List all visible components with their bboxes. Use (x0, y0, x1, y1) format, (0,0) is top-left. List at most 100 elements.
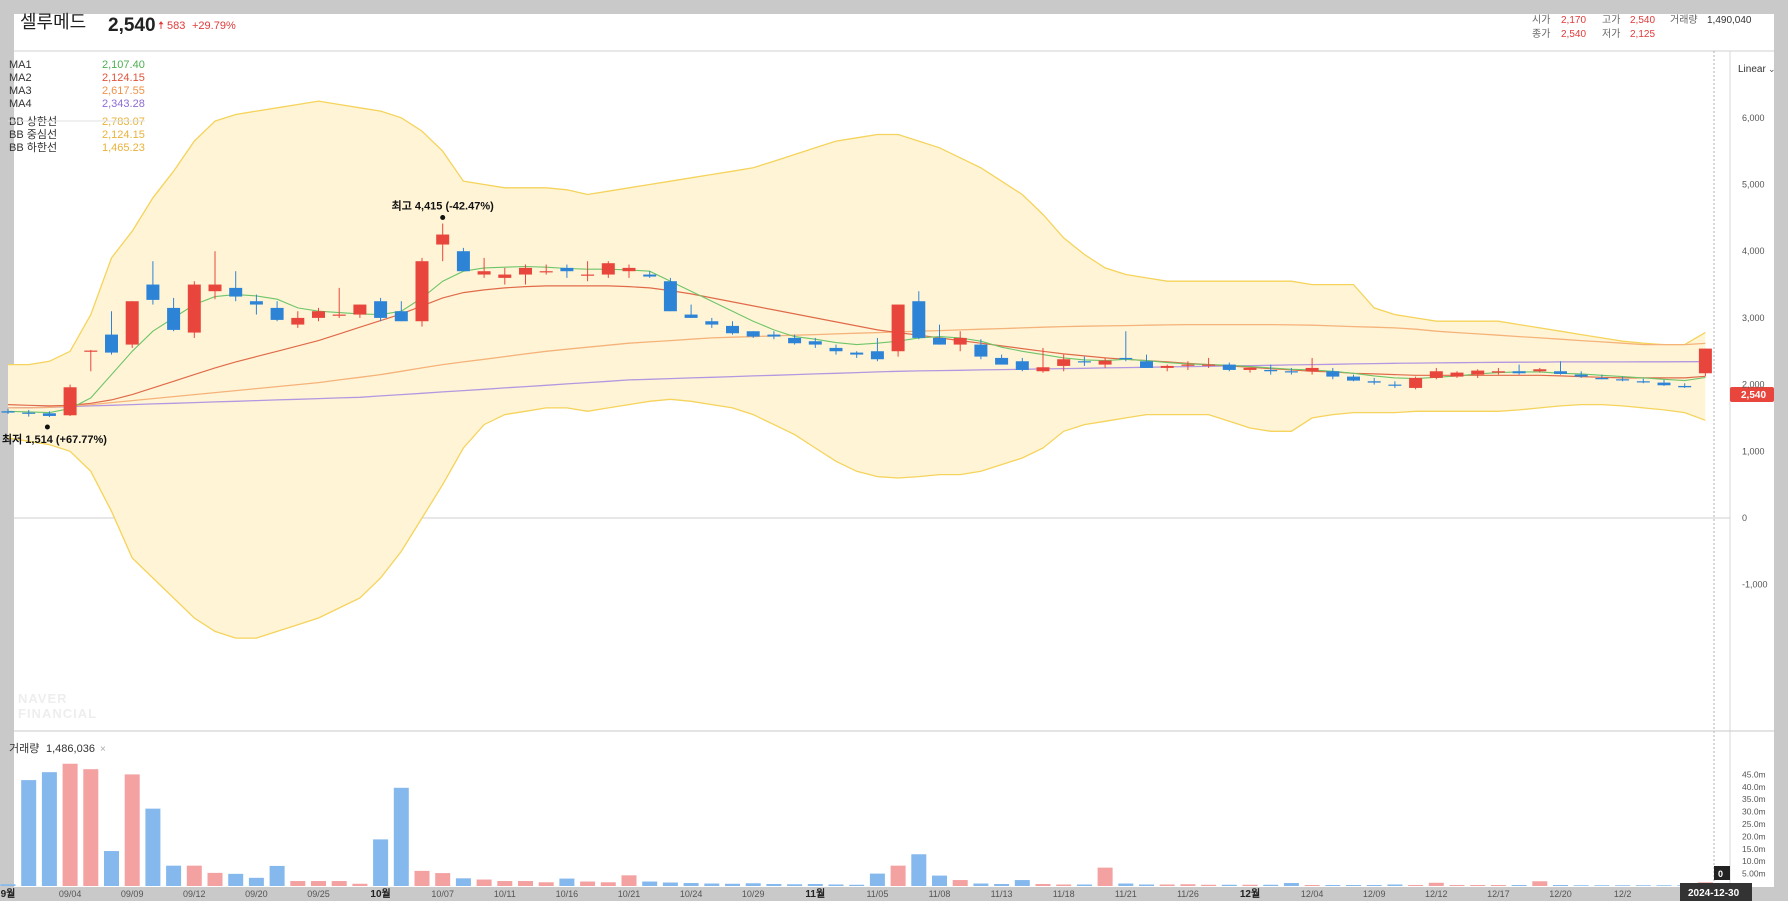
close-icon[interactable]: × (100, 744, 106, 755)
legend-value: 2,783.07 (102, 116, 145, 128)
price-badge: 2,540 (1730, 387, 1774, 402)
cursor-date-text: 2024-12-30 (1688, 888, 1740, 899)
volume-bar (973, 883, 989, 886)
volume-bar (41, 772, 57, 886)
y-axis: 6,000 5,000 4,000 3,000 2,000 1,000 0 -1,000 (1742, 113, 1768, 590)
candle-body (663, 281, 677, 312)
volume-bar (166, 865, 182, 886)
x-tick-label: 09/12 (183, 889, 206, 899)
legend-label: MA2 (9, 72, 32, 84)
x-tick-label: 12/17 (1487, 889, 1510, 899)
volume-label: 거래량 (1670, 14, 1698, 26)
y-tick-label: 3,000 (1742, 313, 1765, 323)
candle-body (1698, 348, 1712, 374)
volume-bar (21, 780, 37, 886)
candle-body (891, 304, 905, 352)
candle-body (850, 352, 864, 355)
window-frame-top (0, 0, 1788, 14)
candle-body (1202, 364, 1216, 366)
candle-body (1367, 381, 1381, 383)
volume-bar (911, 854, 927, 886)
legend-value: 2,124.15 (102, 72, 145, 84)
volume-bar (662, 882, 678, 886)
candle-body (105, 334, 118, 353)
volume-bar (0, 884, 16, 886)
y-tick-label: 5,000 (1742, 180, 1765, 190)
volume-bar (642, 881, 658, 886)
volume-bar (621, 875, 637, 886)
candle-body (1595, 377, 1609, 380)
candle-body (912, 301, 926, 338)
price-panel (1, 100, 1730, 639)
candle-body (622, 267, 636, 272)
volume-bar (352, 883, 368, 886)
bollinger-band-fill (8, 101, 1706, 639)
candle-body (1098, 360, 1112, 365)
price-change: 583 (167, 20, 185, 32)
volume-bar (62, 763, 78, 886)
candle-body (1243, 367, 1257, 370)
candle-body (125, 301, 139, 345)
legend-label: MA1 (9, 59, 32, 71)
x-tick-label: 09/20 (245, 889, 268, 899)
low-value: 2,125 (1630, 29, 1655, 40)
ma3-line (8, 323, 1706, 409)
candle-body (560, 267, 574, 272)
x-tick-label: 12/04 (1301, 889, 1324, 899)
volume-tick-label: 15.0m (1742, 844, 1766, 854)
volume-bar (828, 884, 844, 886)
candle-body (1160, 365, 1174, 368)
volume-bar (1387, 884, 1403, 886)
candle-body (995, 357, 1009, 365)
ma1-line (7, 265, 1706, 414)
candle-body (1264, 369, 1278, 372)
candle-body (1554, 371, 1567, 374)
candle-body (1057, 359, 1071, 366)
candle-body (456, 251, 470, 272)
candle-body (1491, 371, 1505, 373)
candle-body (1512, 371, 1526, 374)
volume-panel (0, 763, 1713, 886)
candle-body (870, 351, 884, 360)
volume-bar (124, 774, 140, 886)
x-tick-label: 09/09 (121, 889, 144, 899)
candle-body (167, 307, 181, 330)
volume-bar (518, 881, 533, 886)
chevron-down-icon[interactable]: ⌄ (1768, 64, 1776, 74)
y-tick-label: 1,000 (1742, 446, 1765, 456)
volume-bar (1511, 885, 1527, 886)
scale-mode-label[interactable]: Linear (1738, 64, 1766, 75)
price-badge-bg (1730, 387, 1774, 402)
high-value: 2,540 (1630, 15, 1655, 26)
x-tick-label: 11/26 (1177, 889, 1199, 899)
volume-bar (207, 872, 223, 886)
candle-body (1036, 367, 1050, 372)
x-tick-label: 10/24 (680, 889, 703, 899)
candle-body (1678, 385, 1692, 388)
candle-body (746, 331, 760, 337)
candle-body (229, 287, 243, 297)
volume-bar (228, 873, 244, 886)
volume-bar (807, 884, 823, 886)
volume-badge-bg (1714, 866, 1730, 880)
candle-body (643, 274, 657, 277)
volume-bar (455, 878, 471, 886)
volume-bar (1180, 884, 1196, 886)
candle-body (581, 274, 595, 276)
candle-body (1, 411, 15, 413)
price-badge-text: 2,540 (1741, 390, 1766, 401)
candle-body (1140, 361, 1153, 368)
x-tick-label: 10/29 (742, 889, 765, 899)
legend-value: 2,617.55 (102, 85, 145, 97)
volume-value: 1,490,040 (1707, 15, 1752, 26)
volume-bar (580, 881, 596, 886)
candle-body (249, 301, 263, 305)
candle-body (374, 301, 388, 318)
close-value: 2,540 (1561, 29, 1586, 40)
x-tick-label: 12/09 (1363, 889, 1386, 899)
price-change-pct: +29.79% (192, 20, 236, 32)
volume-bar (311, 881, 326, 886)
candle-body (22, 412, 36, 414)
candle-body (788, 337, 802, 344)
